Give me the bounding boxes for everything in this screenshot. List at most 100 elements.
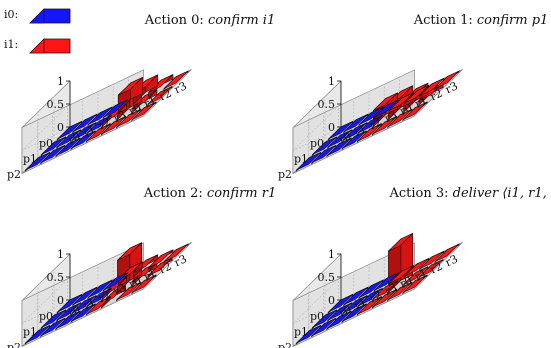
bar-top bbox=[71, 295, 97, 314]
bar bbox=[116, 108, 142, 129]
y-tick-label: p2 bbox=[7, 341, 21, 348]
bar-top bbox=[358, 279, 384, 298]
chart-panel-0: Action 0: confirm i100.51r0r1r2r3r0r1r2r… bbox=[7, 13, 275, 181]
bar-top bbox=[404, 258, 430, 277]
bar-top bbox=[311, 144, 337, 164]
bar-top bbox=[56, 302, 82, 321]
bar bbox=[86, 114, 112, 135]
bar bbox=[356, 123, 382, 143]
grid-line bbox=[21, 92, 144, 151]
bar bbox=[70, 303, 96, 324]
bar-top bbox=[147, 86, 173, 105]
x-tick-label: r3 bbox=[443, 79, 460, 96]
bar-top bbox=[131, 101, 157, 120]
x-tick-label: r1 bbox=[352, 296, 369, 313]
bar-top bbox=[312, 136, 338, 155]
bar-top bbox=[55, 137, 81, 156]
bar-top bbox=[387, 108, 413, 128]
bar-top bbox=[418, 259, 444, 278]
bar bbox=[328, 120, 354, 141]
grid-line bbox=[292, 69, 415, 128]
bar bbox=[341, 130, 367, 151]
bar bbox=[311, 144, 337, 165]
x-tick-label: r1 bbox=[413, 267, 430, 284]
bar bbox=[403, 266, 429, 287]
bar-top bbox=[402, 101, 428, 120]
bar bbox=[57, 293, 83, 314]
z-tick-label: 1 bbox=[57, 248, 64, 261]
bar bbox=[418, 259, 444, 279]
bar-top bbox=[343, 286, 369, 306]
bar bbox=[328, 293, 354, 314]
bar bbox=[296, 324, 322, 345]
bar-top bbox=[419, 77, 445, 97]
bar-top bbox=[102, 99, 128, 118]
bar-top bbox=[358, 106, 384, 125]
bar-top bbox=[326, 310, 352, 329]
bar bbox=[57, 120, 83, 141]
chart-title-prefix: Action 1: bbox=[413, 13, 477, 28]
bar bbox=[41, 309, 67, 330]
bar-top bbox=[72, 113, 98, 133]
bar-top bbox=[341, 303, 367, 322]
bar bbox=[373, 99, 399, 120]
bar-top bbox=[101, 116, 127, 135]
bar-top bbox=[387, 281, 413, 301]
x-tick-label: r1 bbox=[81, 123, 98, 140]
x-tick-label: r0 bbox=[398, 274, 415, 291]
bar-top bbox=[434, 243, 460, 262]
x-tick-label: r1 bbox=[413, 94, 430, 111]
x-tick-label: r2 bbox=[96, 288, 113, 305]
bar-top bbox=[87, 106, 113, 125]
bar bbox=[87, 279, 113, 300]
grid-line bbox=[292, 265, 415, 324]
bar-top bbox=[148, 249, 174, 268]
bar-top bbox=[312, 309, 338, 328]
bar-top bbox=[372, 280, 398, 300]
z-tick-label: 0.5 bbox=[318, 271, 336, 284]
bar-top bbox=[388, 92, 414, 111]
bar-top bbox=[356, 123, 382, 142]
bar bbox=[343, 286, 369, 307]
bar bbox=[312, 136, 338, 157]
legend-swatch-edge bbox=[29, 8, 45, 24]
grid-line bbox=[292, 242, 415, 301]
x-tick-label: r3 bbox=[111, 108, 128, 125]
bar-top bbox=[372, 289, 398, 308]
y-tick-label: p1 bbox=[23, 325, 37, 338]
x-tick-label: r0 bbox=[127, 101, 144, 118]
bar-top bbox=[147, 257, 173, 277]
bar-top bbox=[56, 129, 82, 148]
bar bbox=[372, 280, 398, 301]
bar-top bbox=[357, 288, 383, 307]
bar bbox=[356, 296, 382, 316]
bar bbox=[342, 122, 368, 142]
bar-top bbox=[71, 122, 97, 141]
bar bbox=[85, 296, 111, 316]
legend-label: i0: bbox=[4, 8, 18, 21]
bar bbox=[372, 288, 398, 309]
bar bbox=[388, 92, 414, 112]
chart-title: Action 0: confirm i1 bbox=[144, 13, 275, 28]
grid-line bbox=[292, 92, 415, 151]
z-tick-label: 0 bbox=[57, 294, 64, 307]
chart-title: Action 3: deliver ⟨i1, r1, p1⟩ bbox=[388, 186, 551, 201]
bar bbox=[56, 302, 82, 323]
bar bbox=[72, 286, 98, 307]
z-tick-label: 1 bbox=[328, 75, 335, 88]
x-tick-label: r1 bbox=[142, 267, 159, 284]
bar bbox=[55, 310, 81, 331]
bar bbox=[116, 281, 142, 302]
y-tick-label: p0 bbox=[39, 137, 53, 150]
chart-title-action: confirm bbox=[208, 13, 263, 28]
bar bbox=[55, 137, 81, 158]
bar bbox=[25, 151, 51, 172]
bar bbox=[86, 287, 112, 308]
bar bbox=[312, 309, 338, 330]
z-tick-label: 0 bbox=[328, 121, 335, 134]
y-tick-label: p1 bbox=[294, 325, 308, 338]
chart-title: Action 2: confirm r1 bbox=[143, 186, 277, 201]
bar-top bbox=[116, 108, 142, 128]
bar bbox=[402, 274, 428, 295]
bar-top bbox=[116, 281, 142, 301]
